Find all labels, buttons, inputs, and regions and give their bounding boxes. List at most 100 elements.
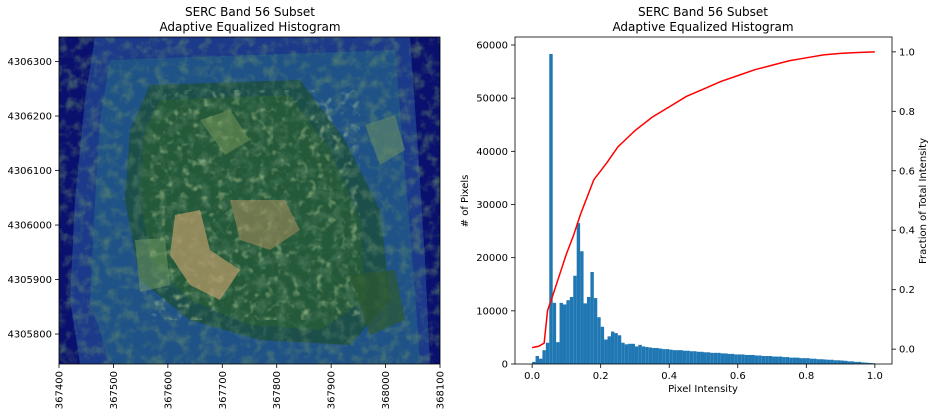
histogram-bar bbox=[734, 354, 738, 364]
histogram-bar bbox=[658, 348, 663, 364]
histogram-bar bbox=[676, 350, 680, 364]
histogram-bar bbox=[641, 346, 646, 364]
histogram-bar bbox=[621, 342, 625, 364]
histogram-bar bbox=[655, 348, 659, 364]
y-tick-label: 20000 bbox=[476, 253, 508, 264]
histogram-bar bbox=[556, 342, 560, 364]
histogram-bar bbox=[542, 350, 546, 364]
left-panel: SERC Band 56 Subset Adaptive Equalized H… bbox=[7, 5, 446, 409]
right-title: SERC Band 56 Subset bbox=[638, 5, 768, 19]
x-tick-label: 1.0 bbox=[867, 371, 883, 382]
histogram-bar bbox=[535, 356, 539, 364]
y2-tick-label: 0.6 bbox=[899, 166, 915, 177]
left-title: SERC Band 56 Subset bbox=[185, 5, 315, 19]
histogram-bar bbox=[778, 356, 783, 364]
x-tick-label: 0.2 bbox=[593, 371, 609, 382]
histogram-bar bbox=[724, 353, 728, 364]
left-ticks: 367400 367500 367600 367700 367800 367900 3680… bbox=[7, 57, 446, 409]
histogram-bar bbox=[583, 303, 587, 364]
y-axis-label: # of Pixels bbox=[460, 175, 471, 228]
histogram-bar bbox=[604, 339, 608, 364]
histogram-bar bbox=[652, 348, 656, 364]
x-tick-label: 0.0 bbox=[524, 371, 540, 382]
left-y-tick-label: 4305800 bbox=[7, 330, 52, 341]
histogram-bar bbox=[864, 362, 869, 364]
left-x-tick-label: 367600 bbox=[163, 371, 174, 409]
histogram-bar bbox=[857, 361, 862, 364]
histogram-bar bbox=[751, 354, 755, 364]
histogram-bar bbox=[785, 357, 790, 364]
left-subtitle: Adaptive Equalized Histogram bbox=[159, 20, 340, 34]
histogram-bar bbox=[590, 272, 594, 364]
histogram-bar bbox=[744, 354, 749, 364]
y2-tick-label: 0.2 bbox=[899, 285, 915, 296]
histogram-bar bbox=[645, 346, 649, 364]
histogram-bar bbox=[837, 360, 841, 364]
y2-tick-label: 0.8 bbox=[899, 107, 915, 118]
histogram-bar bbox=[741, 354, 745, 364]
histogram-bar bbox=[672, 350, 677, 364]
histogram-bar bbox=[532, 361, 536, 364]
left-x-tick-label: 368100 bbox=[436, 371, 447, 409]
histogram-bar bbox=[796, 357, 800, 364]
histogram-bar bbox=[665, 349, 670, 364]
y-tick-label: 10000 bbox=[476, 306, 508, 317]
y-tick-label: 0 bbox=[502, 360, 508, 371]
histogram-bar bbox=[562, 304, 567, 364]
histogram-bar bbox=[617, 335, 622, 364]
left-x-tick-label: 367700 bbox=[218, 371, 229, 409]
histogram-bar bbox=[689, 351, 694, 364]
histogram-bar bbox=[854, 361, 858, 364]
y-tick-label: 50000 bbox=[476, 94, 508, 105]
satellite-image bbox=[59, 37, 440, 364]
left-x-tick-label: 368000 bbox=[381, 371, 392, 409]
histogram-bar bbox=[573, 275, 577, 364]
histogram-bar bbox=[710, 352, 714, 364]
histogram-bars bbox=[532, 54, 875, 364]
left-y-tick-label: 4306100 bbox=[7, 166, 52, 177]
histogram-bar bbox=[634, 346, 639, 364]
histogram-bar bbox=[826, 359, 831, 364]
histogram-bar bbox=[775, 356, 779, 364]
left-y-tick-label: 4305900 bbox=[7, 275, 52, 286]
histogram-bar bbox=[662, 349, 666, 364]
histogram-bar bbox=[768, 356, 773, 364]
histogram-bar bbox=[607, 336, 611, 364]
histogram-bar bbox=[631, 343, 635, 364]
histogram-bar bbox=[569, 297, 574, 364]
histogram-bar bbox=[545, 342, 550, 364]
histogram-bar bbox=[648, 347, 653, 364]
histogram-bar bbox=[566, 300, 570, 364]
x-tick-label: 0.6 bbox=[730, 371, 746, 382]
histogram-bar bbox=[823, 359, 827, 364]
left-x-tick-label: 367900 bbox=[327, 371, 338, 409]
left-axes-frame bbox=[58, 36, 441, 365]
histogram-bar bbox=[820, 359, 824, 364]
histogram-bar bbox=[850, 361, 855, 364]
histogram-bar bbox=[720, 353, 725, 364]
y2-tick-label: 0.4 bbox=[899, 226, 915, 237]
left-x-tick-label: 367400 bbox=[55, 371, 66, 409]
left-y-tick-label: 4306000 bbox=[7, 221, 52, 232]
histogram-bar bbox=[730, 353, 735, 364]
histogram-bar bbox=[679, 350, 683, 364]
histogram-bar bbox=[703, 352, 707, 364]
histogram-bar bbox=[717, 352, 721, 364]
histogram-bar bbox=[706, 352, 711, 364]
histogram-bar bbox=[727, 353, 731, 364]
histogram-bar bbox=[830, 359, 834, 364]
histogram-bar bbox=[833, 360, 838, 364]
histogram-bar bbox=[748, 354, 752, 364]
cdf-line bbox=[531, 51, 875, 349]
histogram-bar bbox=[593, 298, 598, 364]
histogram-bar bbox=[868, 362, 872, 364]
right-panel: SERC Band 56 Subset Adaptive Equalized H… bbox=[460, 5, 929, 395]
histogram-bar bbox=[844, 360, 848, 364]
histogram-bar bbox=[813, 358, 817, 364]
left-y-tick-label: 4306300 bbox=[7, 57, 52, 68]
histogram-bar bbox=[806, 358, 810, 364]
histogram-bar bbox=[628, 343, 632, 364]
left-x-tick-label: 367800 bbox=[272, 371, 283, 409]
histogram-bar bbox=[638, 344, 642, 364]
